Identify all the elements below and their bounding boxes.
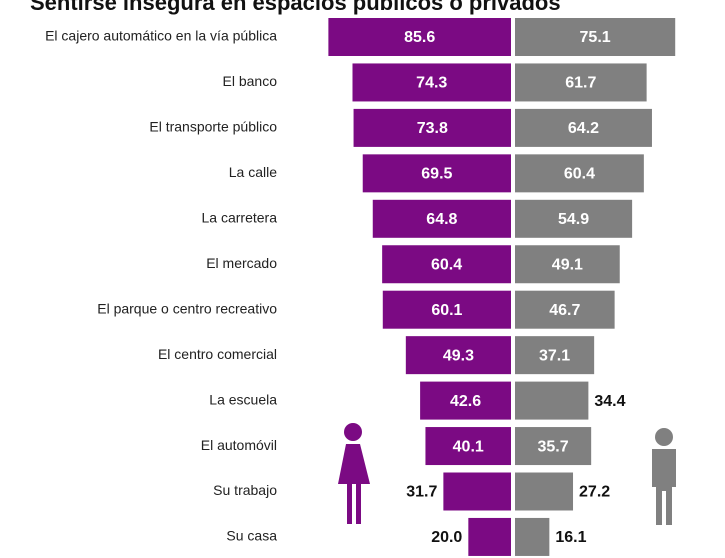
chart-title: Sentirse insegura en espacios públicos o… — [30, 0, 561, 15]
bar — [515, 18, 676, 56]
bar — [382, 245, 511, 284]
value-label: 69.5 — [421, 166, 452, 183]
value-label: 75.1 — [580, 29, 611, 46]
value-label: 49.1 — [552, 256, 583, 273]
bar — [515, 427, 592, 466]
value-label: 46.7 — [549, 302, 580, 319]
category-label: Su trabajo — [213, 482, 277, 498]
category-label: La carretera — [202, 210, 278, 226]
male-icon — [652, 428, 676, 525]
bar — [515, 108, 652, 147]
value-label: 60.4 — [431, 256, 462, 273]
value-label: 54.9 — [558, 211, 589, 228]
bar — [372, 199, 511, 238]
value-label: 40.1 — [453, 438, 484, 455]
bar — [362, 154, 511, 193]
bar — [468, 517, 511, 556]
value-label: 16.1 — [555, 529, 586, 546]
value-label: 42.6 — [450, 393, 481, 410]
bar — [515, 336, 595, 375]
bar — [515, 517, 550, 556]
bar — [515, 154, 644, 193]
bar — [443, 472, 511, 511]
bar — [405, 336, 511, 375]
bar — [328, 18, 511, 56]
category-label: El transporte público — [149, 119, 277, 135]
bar — [515, 245, 620, 284]
value-label: 31.7 — [406, 484, 437, 501]
female-icon — [338, 423, 370, 524]
bar — [382, 290, 511, 329]
value-label: 20.0 — [431, 529, 462, 546]
value-label: 64.8 — [426, 211, 457, 228]
value-label: 34.4 — [594, 393, 625, 410]
bar — [353, 108, 511, 147]
category-label: El banco — [223, 73, 278, 89]
value-label: 49.3 — [443, 347, 474, 364]
bar — [515, 63, 647, 102]
category-label: El automóvil — [201, 437, 277, 453]
value-label: 37.1 — [539, 347, 570, 364]
category-label: La calle — [229, 164, 277, 180]
value-label: 61.7 — [565, 75, 596, 92]
bar — [515, 199, 633, 238]
category-label: Su casa — [226, 528, 277, 544]
bar — [515, 290, 615, 329]
value-label: 60.4 — [564, 166, 595, 183]
bar — [352, 63, 511, 102]
bar — [425, 427, 511, 466]
value-label: 74.3 — [416, 75, 447, 92]
bar — [515, 381, 589, 420]
category-label: El parque o centro recreativo — [97, 300, 277, 316]
bar — [420, 381, 511, 420]
value-label: 60.1 — [431, 302, 462, 319]
category-label: El cajero automático en la vía pública — [45, 28, 277, 44]
value-label: 27.2 — [579, 484, 610, 501]
value-label: 64.2 — [568, 120, 599, 137]
value-label: 35.7 — [538, 438, 569, 455]
bar — [515, 472, 574, 511]
category-label: La escuela — [209, 391, 277, 407]
value-label: 85.6 — [404, 29, 435, 46]
category-label: El centro comercial — [158, 346, 277, 362]
value-label: 73.8 — [417, 120, 448, 137]
category-label: El mercado — [206, 255, 277, 271]
